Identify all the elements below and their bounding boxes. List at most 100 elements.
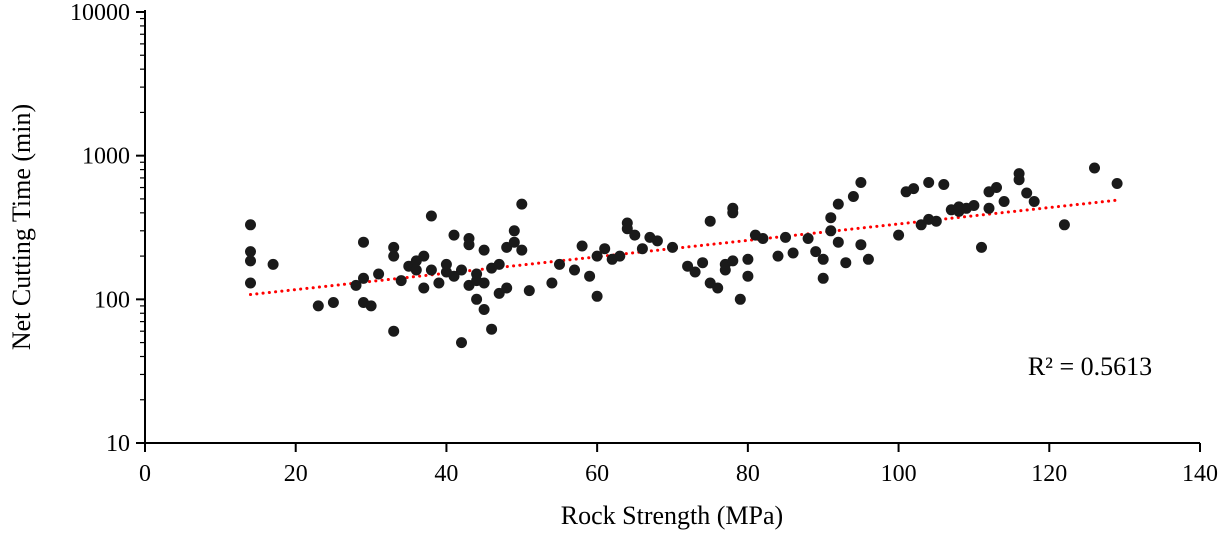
data-point [433,277,445,289]
data-point [373,268,385,280]
data-point [968,200,980,211]
data-point [493,258,505,270]
data-point [614,250,626,262]
data-point [772,250,784,262]
data-point [840,257,852,269]
data-point [908,183,920,195]
data-point [976,241,987,253]
y-tick-label: 100 [94,287,130,313]
data-point [667,241,678,253]
data-point [983,202,995,214]
x-tick-label: 40 [434,461,458,487]
y-axis-label: Net Cutting Time (min) [7,104,36,350]
data-point [1021,187,1033,199]
data-point [810,246,822,258]
data-point [712,282,724,294]
data-point [621,223,633,235]
data-point [998,196,1010,207]
x-tick-label: 100 [881,461,917,487]
data-points [245,162,1123,349]
data-point [245,246,256,258]
data-point [742,270,754,282]
data-point [817,272,829,284]
data-point [689,266,701,278]
data-point [651,235,663,247]
data-point [508,225,520,237]
data-point [727,207,739,219]
data-point [599,243,611,255]
data-point [245,219,256,231]
data-point [425,210,437,222]
r-squared-annotation: R² = 0.5613 [1028,352,1152,381]
y-tick-label: 10 [106,431,130,457]
x-tick-label: 60 [585,461,609,487]
data-point [508,236,520,248]
data-point [704,215,716,227]
data-point [245,277,256,289]
data-point [456,337,467,349]
data-point [440,258,452,270]
data-point [832,236,844,248]
x-axis-label: Rock Strength (MPa) [561,501,783,530]
data-point [388,325,400,337]
data-point [1013,174,1025,186]
data-point [682,260,694,272]
data-point [591,290,603,302]
data-point [516,244,528,256]
data-point [365,300,377,312]
data-point [629,229,641,241]
data-point [742,253,754,265]
x-tick-label: 140 [1182,461,1218,487]
data-point [1028,196,1040,207]
data-point [787,247,799,259]
data-point [930,215,942,227]
data-point [893,229,905,241]
data-point [802,233,814,244]
data-point [991,182,1002,193]
data-point [388,250,400,262]
data-point [780,231,791,243]
data-point [636,243,648,255]
data-point [448,270,460,282]
data-point [855,177,867,188]
data-point [456,264,467,276]
data-point [350,279,362,291]
data-point [546,277,558,289]
data-point [245,255,256,267]
data-point [847,191,859,202]
y-tick-label: 1000 [82,144,130,170]
data-point [757,233,769,244]
data-point [410,264,422,276]
data-point [832,198,844,210]
data-point [327,297,339,308]
data-point [1058,219,1070,231]
data-point [478,304,490,315]
x-tick-label: 120 [1031,461,1067,487]
data-point [425,264,437,276]
data-point [486,323,498,335]
data-point [727,255,739,267]
data-point [862,253,874,265]
data-point [388,241,400,253]
data-point [1089,162,1100,174]
data-point [576,240,588,252]
data-point [817,253,829,265]
data-point [312,300,324,312]
data-point [471,293,483,305]
x-tick-label: 80 [736,461,760,487]
data-point [463,239,475,251]
data-point [418,282,430,294]
data-point [501,282,513,294]
x-tick-label: 20 [284,461,308,487]
data-point [418,250,430,262]
data-point [584,270,596,282]
trendline-group [249,198,1119,297]
y-tick-label: 10000 [70,0,130,26]
data-point [825,225,837,237]
data-point [1111,178,1123,189]
data-point [719,264,731,276]
data-point [825,212,837,224]
trendline [249,198,1119,297]
